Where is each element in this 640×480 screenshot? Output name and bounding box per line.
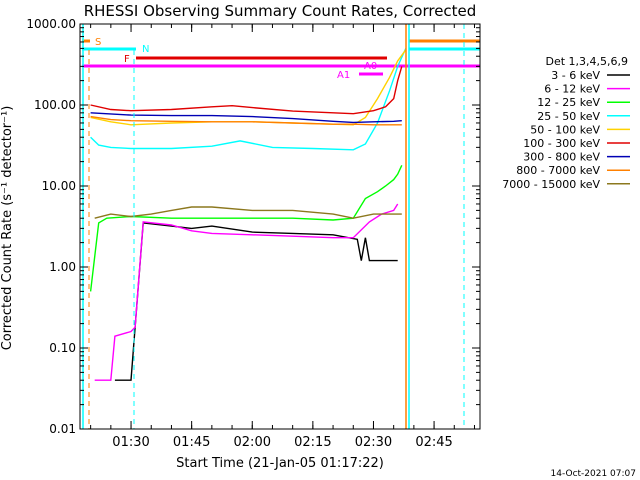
series-line [94,203,399,381]
y-tick-label: 0.01 [49,422,76,436]
x-tick-label: 02:30 [355,435,392,450]
legend-label: 25 - 50 keV [537,110,600,123]
x-axis-label: Start Time (21-Jan-05 01:17:22) [176,456,384,471]
y-tick-label: 10.00 [42,179,76,193]
plot-frame [79,23,481,430]
flag-label: A0 [364,61,377,72]
y-tick-label: 1.00 [49,260,76,274]
legend-label: 50 - 100 keV [530,123,600,136]
legend-label: 12 - 25 keV [537,96,600,109]
y-axis: 0.01 0.10 1.00 10.00 100.00 1000.00 [26,17,480,436]
x-tick-label: 01:45 [173,435,210,450]
legend-label: 6 - 12 keV [544,83,600,96]
legend-label: 3 - 6 keV [551,69,600,82]
series-line [90,48,407,151]
y-tick-label: 100.00 [34,98,76,112]
series-line [89,165,403,292]
chart-title: RHESSI Observing Summary Count Rates, Co… [84,2,477,20]
y-axis-label: Corrected Count Rate (s⁻¹ detector⁻¹) [0,106,15,351]
flag-label: A1 [337,70,350,81]
series-group [89,48,407,381]
series-line [90,112,402,124]
y-tick-label: 0.10 [49,341,76,355]
legend-label: 100 - 300 keV [523,137,600,150]
legend-label: 300 - 800 keV [523,151,600,164]
y-tick-label: 1000.00 [26,17,76,31]
flag-label: N [142,44,149,55]
plot-border [79,23,481,430]
legend-label: 7000 - 15000 keV [502,178,600,191]
flag-bars: S N F A0 A1 [82,37,480,81]
x-axis: 01:30 01:45 02:00 02:15 02:30 02:45 [90,24,475,450]
series-line [114,222,398,381]
flag-label: S [95,37,101,48]
x-tick-label: 01:30 [112,435,149,450]
x-tick-label: 02:45 [415,435,452,450]
x-tick-label: 02:00 [234,435,271,450]
legend-title: Det 1,3,4,5,6,9 [545,55,628,68]
footer-timestamp: 14-Oct-2021 07:07 [551,469,636,479]
x-tick-label: 02:15 [294,435,331,450]
legend-label: 800 - 7000 keV [516,164,600,177]
series-line [90,115,402,126]
flag-label: F [124,54,130,65]
series-line [90,66,403,115]
